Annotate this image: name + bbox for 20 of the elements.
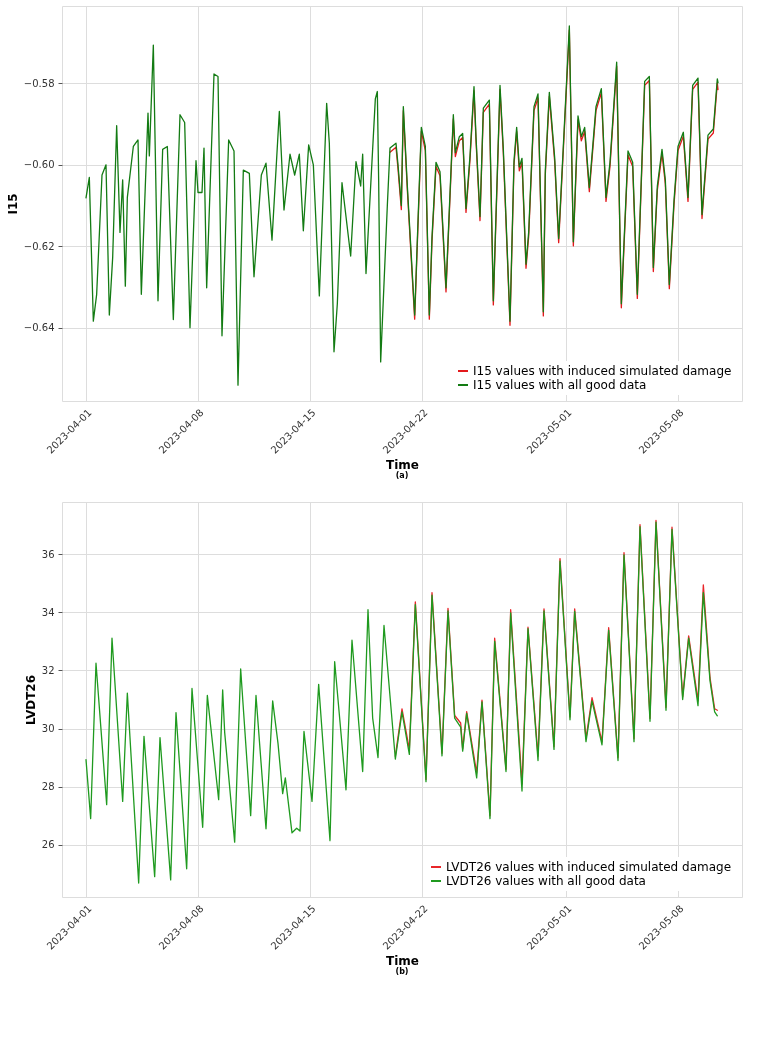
x-axis-title: Time: [386, 457, 419, 472]
y-tick-label: 28: [41, 781, 55, 793]
y-tick-label: −0.58: [23, 77, 55, 89]
y-tick-label: −0.60: [23, 159, 55, 171]
y-tick-label: 32: [41, 664, 55, 676]
y-tick-label: −0.64: [23, 322, 55, 334]
legend-label: LVDT26 values with induced simulated damage: [446, 860, 732, 874]
y-tick-label: −0.62: [23, 240, 55, 252]
text: (b): [395, 967, 409, 977]
y-tick-label: 36: [41, 548, 55, 560]
y-tick-label: 30: [41, 723, 55, 735]
legend-label: I15 values with all good data: [473, 378, 647, 392]
y-tick-label: 34: [41, 606, 55, 618]
legend-label: I15 values with induced simulated damage: [473, 364, 732, 378]
y-axis-title: I15: [5, 193, 20, 215]
x-axis-title: Time: [386, 953, 419, 968]
y-axis-title: LVDT26: [23, 674, 38, 726]
legend-label: LVDT26 values with all good data: [446, 874, 646, 888]
y-tick-label: 26: [41, 839, 55, 851]
text: (a): [395, 471, 409, 481]
